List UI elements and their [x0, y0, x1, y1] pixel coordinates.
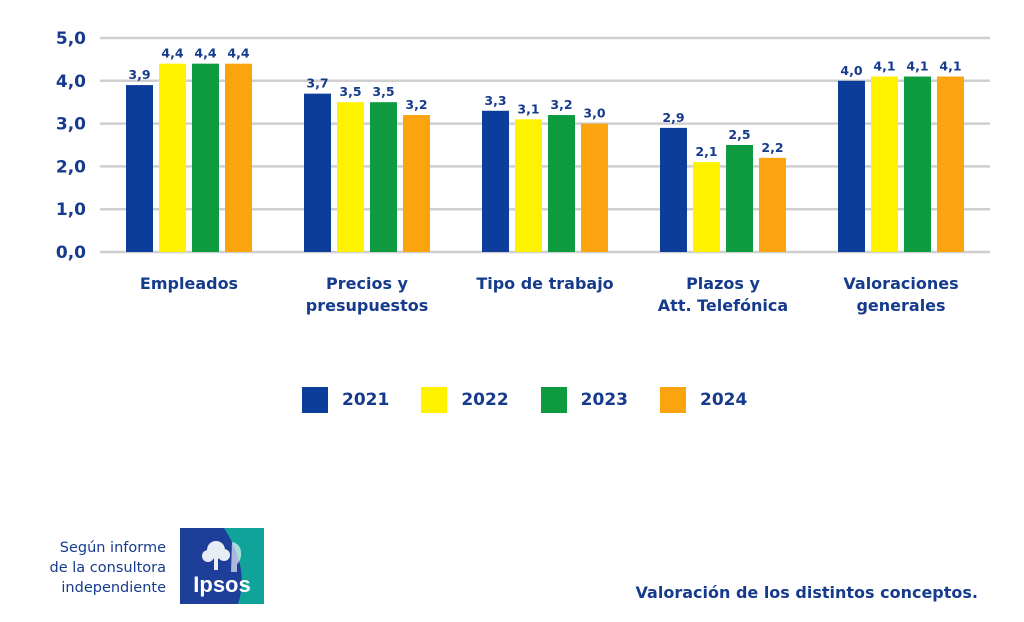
legend-swatch: [302, 387, 328, 413]
y-tick-label: 4,0: [56, 72, 86, 92]
y-tick-label: 1,0: [56, 200, 86, 220]
bar: [937, 76, 964, 253]
source-line: Según informe: [59, 540, 166, 556]
legend-swatch: [659, 387, 686, 413]
bar: [759, 157, 786, 252]
bar: [225, 63, 252, 253]
data-label: 4,1: [906, 59, 928, 74]
ipsos-logo: Ipsos: [180, 528, 264, 604]
legend-label: 2022: [461, 390, 509, 410]
data-label: 4,4: [227, 46, 249, 61]
x-tick-label: Tipo de trabajo: [476, 274, 613, 293]
data-label: 4,1: [873, 59, 895, 74]
bar: [159, 63, 186, 253]
bar: [548, 115, 575, 252]
data-label: 3,9: [128, 67, 150, 82]
source-note: Según informe de la consultora independi…: [20, 538, 166, 598]
bar: [726, 145, 753, 252]
data-label: 2,1: [695, 144, 717, 159]
bar: [871, 76, 898, 253]
bar: [403, 115, 430, 252]
data-label: 3,5: [372, 84, 394, 99]
x-tick-label: Precios y: [326, 274, 409, 293]
x-tick-label: Empleados: [140, 274, 238, 293]
legend-item: 2022: [421, 387, 509, 413]
legend-swatch: [421, 387, 448, 413]
data-label: 4,4: [161, 46, 183, 61]
data-label: 2,9: [662, 110, 684, 125]
legend-label: 2024: [699, 390, 748, 410]
bar: [660, 127, 687, 252]
data-label: 4,4: [194, 46, 216, 61]
bar: [904, 76, 931, 253]
bar: [337, 102, 364, 252]
bar: [693, 162, 720, 252]
data-label: 3,7: [306, 76, 328, 91]
bar: [581, 123, 608, 252]
bar-chart: 0,0 1,0 2,0 3,0 4,0 5,0 3,9 4,4 4,4 4,4 Empleados 3…: [56, 29, 990, 315]
y-tick-label: 5,0: [56, 29, 86, 49]
bar: [838, 80, 865, 252]
data-label: 4,1: [939, 59, 961, 74]
data-label: 3,2: [550, 97, 572, 112]
bar: [192, 63, 219, 253]
data-label: 2,2: [761, 140, 783, 155]
x-tick-label: generales: [856, 296, 945, 315]
y-tick-label: 3,0: [56, 115, 86, 135]
legend-item: 2021: [302, 387, 389, 413]
source-line: de la consultora: [49, 560, 166, 576]
bar: [482, 110, 509, 252]
bar: [304, 93, 331, 252]
data-label: 4,0: [840, 63, 862, 78]
logo-text: Ipsos: [193, 572, 250, 597]
source-line: independiente: [61, 580, 166, 596]
x-tick-label: Valoraciones: [843, 274, 958, 293]
tree-head-icon: [202, 541, 242, 572]
data-label: 2,5: [728, 127, 750, 142]
legend-label: 2023: [580, 390, 628, 410]
x-tick-label: presupuestos: [306, 296, 429, 315]
bar: [515, 119, 542, 252]
bar: [370, 102, 397, 252]
chart-caption: Valoración de los distintos conceptos.: [635, 583, 978, 602]
x-tick-label: Plazos y: [686, 274, 760, 293]
legend-swatch: [540, 387, 567, 413]
data-label: 3,2: [405, 97, 427, 112]
data-label: 3,0: [583, 106, 605, 121]
data-label: 3,1: [517, 101, 539, 116]
x-tick-label: Att. Telefónica: [658, 296, 788, 315]
bar: [126, 85, 153, 252]
data-label: 3,5: [339, 84, 361, 99]
legend-label: 2021: [342, 390, 390, 410]
legend-item: 2023: [540, 387, 628, 413]
y-tick-label: 2,0: [56, 157, 86, 177]
legend-item: 2024: [659, 387, 748, 413]
legend: 2021 2022 2023 2024: [302, 387, 779, 413]
y-tick-label: 0,0: [56, 243, 86, 263]
data-label: 3,3: [484, 93, 506, 108]
